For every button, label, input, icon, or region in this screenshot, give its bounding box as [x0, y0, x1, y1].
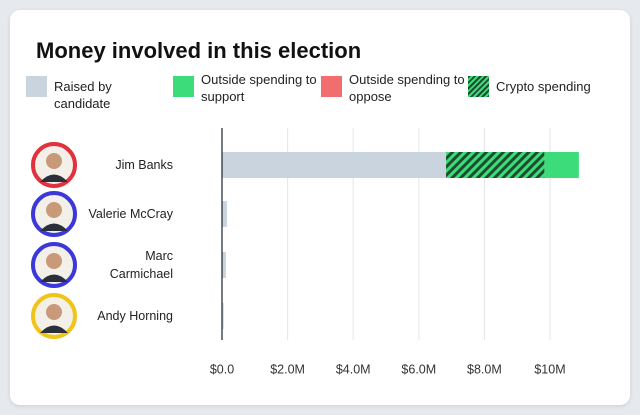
bar-segment — [446, 152, 545, 178]
avatar-face — [46, 253, 62, 269]
category-label: Valerie McCray — [88, 207, 173, 221]
legend-label: Outside spending to support — [201, 72, 317, 104]
bar-segment — [222, 152, 447, 178]
bar-segment — [222, 201, 227, 227]
bar-segment — [222, 252, 226, 278]
x-tick-label: $8.0M — [467, 362, 502, 376]
category-label: Andy Horning — [97, 309, 173, 323]
x-tick-label: $0.0 — [210, 362, 234, 376]
x-tick-label: $4.0M — [336, 362, 371, 376]
x-tick-label: $2.0M — [270, 362, 305, 376]
avatar-body — [40, 223, 68, 231]
legend-swatch — [26, 76, 47, 97]
chart-title: Money involved in this election — [36, 38, 362, 63]
legend-label: Outside spending to oppose — [349, 72, 465, 104]
avatar-body — [40, 274, 68, 282]
legend-label: Raised by candidate — [54, 79, 112, 111]
avatar-body — [40, 325, 68, 333]
avatar — [31, 293, 77, 339]
avatar-face — [46, 153, 62, 169]
avatar — [31, 242, 77, 288]
legend-swatch — [468, 76, 489, 97]
x-tick-label: $10M — [534, 362, 565, 376]
avatar-face — [46, 202, 62, 218]
category-label: Jim Banks — [115, 158, 173, 172]
category-label: Marc Carmichael — [109, 249, 173, 281]
avatar — [31, 191, 77, 237]
avatar-body — [40, 174, 68, 182]
legend-item: Outside spending to oppose — [321, 70, 465, 105]
bar-segment — [544, 152, 579, 178]
legend-label: Crypto spending — [496, 79, 591, 94]
legend-item: Outside spending to support — [173, 70, 317, 105]
legend-swatch — [321, 76, 342, 97]
avatar — [31, 142, 77, 188]
legend-item: Raised by candidate — [26, 70, 170, 112]
bar-segment — [222, 303, 224, 329]
card: Money involved in this election — [10, 10, 630, 405]
avatar-face — [46, 304, 62, 320]
x-tick-label: $6.0M — [401, 362, 436, 376]
legend-item: Crypto spending — [468, 70, 612, 97]
legend-swatch — [173, 76, 194, 97]
